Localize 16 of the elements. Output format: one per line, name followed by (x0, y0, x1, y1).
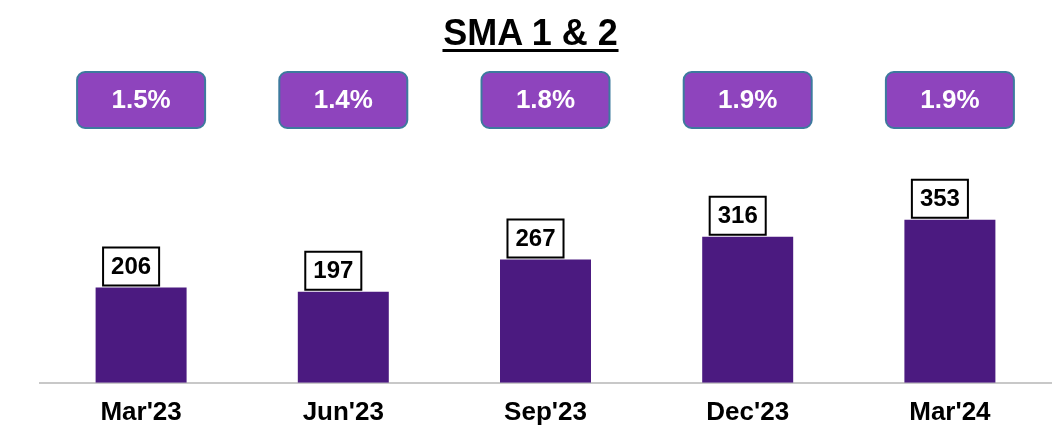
x-tick-label: Dec'23 (706, 395, 790, 426)
text: 1.9% (718, 84, 778, 115)
data-label: 316 (717, 201, 758, 229)
text: 1.5% (111, 84, 171, 115)
data-label: 353 (919, 184, 960, 212)
text: 1.9% (920, 84, 980, 115)
x-tick-label: Jun'23 (302, 395, 384, 426)
chart-title: SMA 1 & 2 (443, 12, 618, 53)
data-label: 267 (515, 224, 556, 252)
text: 1.4% (313, 84, 373, 115)
x-tick-label: Mar'23 (100, 395, 182, 426)
x-tick-label: Sep'23 (504, 395, 587, 426)
data-label: 197 (313, 256, 354, 284)
data-label: 206 (111, 252, 152, 280)
x-tick-label: Mar'24 (909, 395, 992, 426)
text: 1.8% (515, 84, 576, 115)
